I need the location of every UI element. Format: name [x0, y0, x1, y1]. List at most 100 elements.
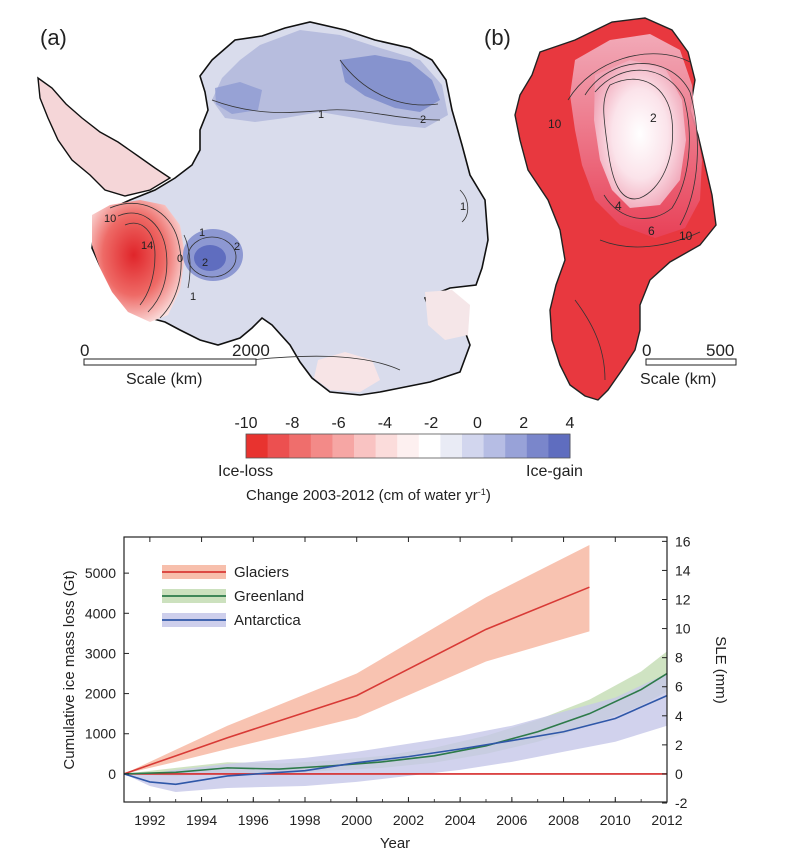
greenland-scale-start: 0	[642, 341, 651, 360]
ea-gain-core-2	[215, 82, 262, 114]
x-axis-label: Year	[380, 835, 410, 852]
greenland-scale-bar	[645, 358, 737, 366]
series-line-antarctica	[123, 694, 668, 786]
x-tick-label: 1992	[134, 812, 165, 828]
x-tick-label: 1998	[289, 812, 320, 828]
greenland-scale-caption: Scale (km)	[640, 371, 716, 388]
y-right-axis-ticks: -2 0 2 4 6 8 10 12 14 16	[662, 533, 691, 811]
colorbar-tick-label: -8	[285, 415, 299, 432]
x-tick-label: 2010	[600, 812, 631, 828]
panel-a-antarctica: (a) 1 2 1 1	[37, 21, 489, 396]
y-tick-label: 5000	[85, 565, 116, 581]
panel-b-greenland: (b) 10 2 4 6 10 0 500 Scale (km)	[484, 17, 737, 401]
x-axis-ticks: 1992 1994 1996 1998 2000 2002 2004 2006 2008 2010…	[123, 537, 683, 828]
east-coast-shelf	[425, 290, 470, 340]
x-tick-label: 2012	[651, 812, 682, 828]
colorbar-cell	[505, 434, 528, 458]
contour-label: 10	[104, 213, 116, 225]
colorbar-caption-sup: -1	[478, 487, 486, 497]
antarctica-scale-start: 0	[80, 341, 89, 360]
y-tick-label: 1000	[85, 726, 116, 742]
colorbar-caption: Change 2003-2012 (cm of water yr-1)	[246, 487, 491, 504]
colorbar-cell	[440, 434, 463, 458]
x-tick-label: 1996	[238, 812, 269, 828]
colorbar-ticks: -10 -8 -6 -4 -2 0 2 4	[234, 415, 574, 432]
colorbar-caption-main: Change 2003-2012 (cm of water yr	[246, 487, 478, 504]
chart-legend: Glaciers Greenland Antarctica	[162, 564, 304, 629]
uncertainty-bands	[124, 545, 667, 792]
y-tick-label: 4000	[85, 605, 116, 621]
legend-label: Greenland	[234, 588, 304, 605]
contour-label: 1	[318, 109, 324, 121]
panel-b-label: (b)	[484, 25, 511, 50]
wa-gain-dome-core	[194, 245, 226, 271]
colorbar-cell	[332, 434, 355, 458]
x-tick-label: 2000	[341, 812, 372, 828]
colorbar-cell	[526, 434, 549, 458]
panel-a-label: (a)	[40, 25, 67, 50]
colorbar-cell	[418, 434, 441, 458]
x-tick-label: 2002	[393, 812, 424, 828]
colorbar-cell	[310, 434, 333, 458]
contour-label: 0	[177, 253, 183, 265]
series-line-greenland	[123, 672, 668, 775]
y-axis-label: Cumulative ice mass loss (Gt)	[61, 570, 78, 769]
y-right-tick-label: 12	[675, 592, 691, 608]
colorbar-tick-label: 0	[473, 415, 482, 432]
y-tick-label: 0	[108, 766, 116, 782]
contour-label: 1	[460, 201, 466, 213]
greenland-interior-high	[594, 60, 686, 208]
greenland-contours	[567, 53, 701, 381]
x-tick-label: 2008	[548, 812, 579, 828]
colorbar-cell	[375, 434, 398, 458]
series-lines	[123, 586, 668, 786]
greenland-scale-end: 500	[706, 341, 734, 360]
y-axis-ticks: 0 1000 2000 3000 4000 5000	[85, 565, 129, 782]
y-right-tick-label: 10	[675, 621, 691, 637]
colorbar-tick-label: -4	[378, 415, 392, 432]
colorbar-tick-label: -2	[424, 415, 438, 432]
legend-label: Antarctica	[234, 612, 301, 629]
legend-label: Glaciers	[234, 564, 289, 581]
y-tick-label: 3000	[85, 645, 116, 661]
colorbar-cell	[548, 434, 571, 458]
ice-loss-chart: 1992 1994 1996 1998 2000 2002 2004 2006 2008 2010…	[61, 533, 729, 852]
y-right-axis-label: SLE (mm)	[712, 636, 729, 704]
antarctica-scale-end: 2000	[232, 341, 270, 360]
contour-label: 1	[199, 227, 205, 239]
antarctica-scale-caption: Scale (km)	[126, 371, 202, 388]
y-right-tick-label: 0	[675, 766, 683, 782]
y-right-tick-label: 2	[675, 737, 683, 753]
contour-label: 2	[650, 111, 657, 125]
x-tick-label: 1994	[186, 812, 217, 828]
contour-label: 6	[648, 224, 655, 238]
series-line-glaciers	[123, 586, 590, 775]
y-right-tick-label: 4	[675, 708, 683, 724]
colorbar-frame	[245, 433, 571, 459]
contour-label: 10	[679, 229, 693, 243]
colorbar-tick-label: -6	[331, 415, 345, 432]
contour-label: 1	[190, 291, 196, 303]
contour-label: 2	[420, 114, 426, 126]
greenland-contour-labels: 10 2 4 6 10	[548, 111, 693, 243]
contour-label: 2	[202, 257, 208, 269]
colorbar-right-label: Ice-gain	[526, 463, 583, 480]
antarctica-contour-labels: 1 2 1 1 2 0 10 14 2 1	[104, 109, 466, 303]
colorbar-cell	[483, 434, 506, 458]
y-right-tick-label: 8	[675, 650, 683, 666]
colorbar: -10 -8 -6 -4 -2 0 2 4 Ice-loss Ice-gain Change …	[218, 415, 583, 504]
y-right-tick-label: -2	[675, 795, 688, 811]
colorbar-cell	[354, 434, 377, 458]
y-right-tick-label: 14	[675, 562, 691, 578]
contour-label: 4	[615, 199, 622, 213]
y-right-tick-label: 16	[675, 533, 691, 549]
antarctic-peninsula	[37, 76, 172, 197]
colorbar-cell	[397, 434, 420, 458]
contour-label: 14	[141, 240, 153, 252]
colorbar-cell	[267, 434, 290, 458]
antarctica-scale-bar	[83, 358, 257, 366]
contour-label: 10	[548, 117, 562, 131]
colorbar-cell	[462, 434, 485, 458]
y-tick-label: 2000	[85, 686, 116, 702]
